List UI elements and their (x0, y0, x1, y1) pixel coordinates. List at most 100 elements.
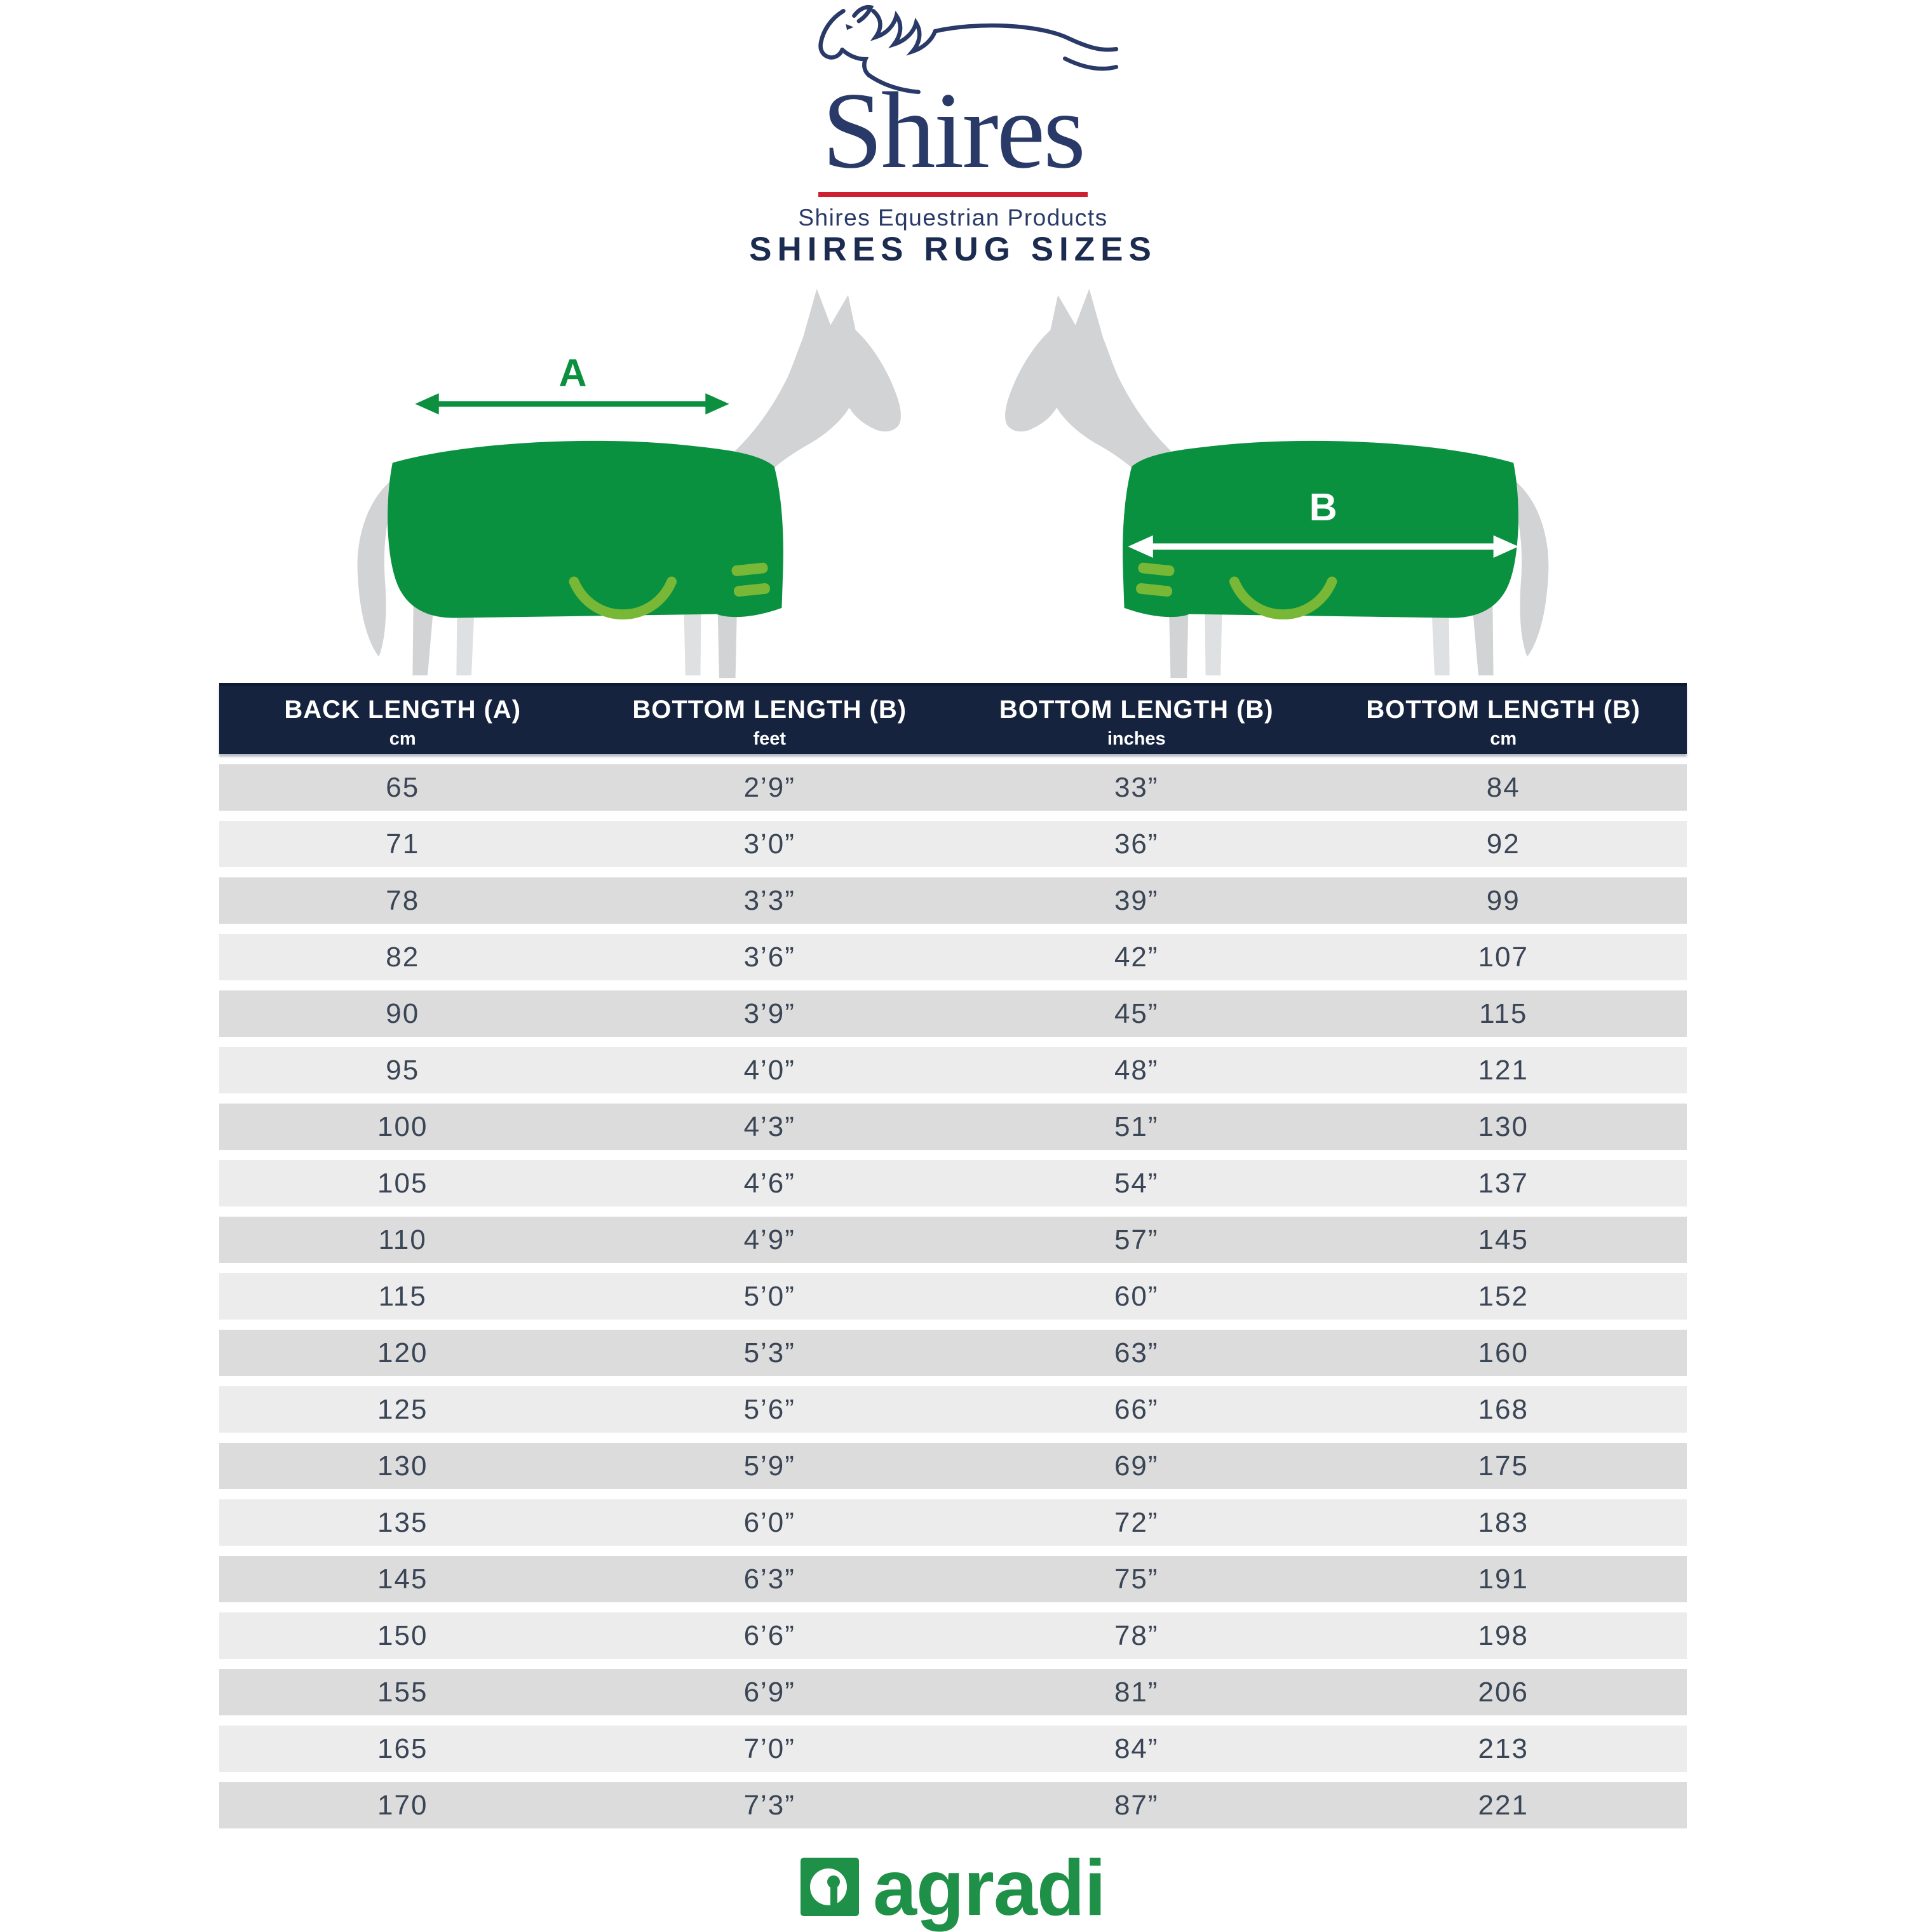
table-cell: 3’9” (743, 998, 795, 1029)
size-table: BACK LENGTH (A) cm BOTTOM LENGTH (B) fee… (219, 683, 1687, 1839)
column-header-bottom-cm: BOTTOM LENGTH (B) cm (1320, 696, 1687, 754)
table-row: 165 7’0” 84” 213 (219, 1726, 1687, 1772)
table-cell: 130 (1478, 1111, 1529, 1142)
table-cell: 54” (1114, 1168, 1159, 1199)
column-title: BOTTOM LENGTH (B) (632, 696, 907, 724)
arrow-b-icon: B (1128, 485, 1518, 558)
column-header-back-length: BACK LENGTH (A) cm (219, 696, 586, 754)
table-cell: 6’3” (743, 1564, 795, 1595)
table-cell: 33” (1114, 772, 1159, 803)
table-cell: 57” (1114, 1224, 1159, 1255)
column-unit: inches (1107, 729, 1166, 749)
column-unit: feet (753, 729, 787, 749)
table-row: 78 3’3” 39” 99 (219, 877, 1687, 924)
table-cell: 4’9” (743, 1224, 795, 1255)
table-cell: 4’3” (743, 1111, 795, 1142)
table-cell: 100 (377, 1111, 428, 1142)
table-cell: 110 (378, 1224, 427, 1255)
table-cell: 63” (1114, 1337, 1159, 1368)
table-cell: 78” (1114, 1620, 1159, 1651)
table-cell: 7’0” (743, 1733, 795, 1764)
column-unit: cm (389, 729, 416, 749)
table-cell: 155 (377, 1677, 428, 1708)
table-row: 65 2’9” 33” 84 (219, 764, 1687, 811)
table-cell: 145 (377, 1564, 428, 1595)
arrow-a-icon: A (415, 351, 729, 415)
table-cell: 82 (386, 942, 420, 973)
table-cell: 2’9” (743, 772, 795, 803)
table-row: 110 4’9” 57” 145 (219, 1217, 1687, 1263)
column-title: BOTTOM LENGTH (B) (1366, 696, 1641, 724)
table-cell: 60” (1114, 1281, 1159, 1312)
table-cell: 7’3” (743, 1790, 795, 1821)
table-row: 130 5’9” 69” 175 (219, 1443, 1687, 1489)
table-cell: 3’6” (743, 942, 795, 973)
table-cell: 107 (1478, 942, 1529, 973)
table-cell: 4’6” (743, 1168, 795, 1199)
table-cell: 206 (1478, 1677, 1529, 1708)
table-cell: 92 (1486, 828, 1520, 860)
table-cell: 137 (1478, 1168, 1529, 1199)
table-row: 155 6’9” 81” 206 (219, 1669, 1687, 1715)
table-cell: 213 (1478, 1733, 1529, 1764)
table-cell: 6’6” (743, 1620, 795, 1651)
table-cell: 130 (377, 1450, 428, 1482)
table-cell: 45” (1114, 998, 1159, 1029)
table-cell: 42” (1114, 942, 1159, 973)
table-cell: 120 (377, 1337, 428, 1368)
table-cell: 5’9” (743, 1450, 795, 1482)
table-cell: 191 (1478, 1564, 1529, 1595)
table-cell: 72” (1114, 1507, 1159, 1538)
table-cell: 175 (1478, 1450, 1529, 1482)
page-title: SHIRES RUG SIZES (749, 231, 1157, 268)
table-cell: 3’3” (743, 885, 795, 916)
table-cell: 78 (386, 885, 420, 916)
agradi-wordmark: agradi (872, 1844, 1106, 1932)
shires-horse-logo-icon (818, 4, 1119, 95)
table-cell: 95 (386, 1055, 420, 1086)
column-header-bottom-inches: BOTTOM LENGTH (B) inches (953, 696, 1320, 754)
table-row: 105 4’6” 54” 137 (219, 1160, 1687, 1206)
table-row: 100 4’3” 51” 130 (219, 1104, 1687, 1150)
table-cell: 115 (1479, 998, 1528, 1029)
table-cell: 125 (377, 1394, 428, 1425)
table-body: 65 2’9” 33” 84 71 3’0” 36” 92 78 3’3” 39” 99 82 3’6” 4… (219, 764, 1687, 1828)
table-cell: 65 (386, 772, 420, 803)
table-cell: 39” (1114, 885, 1159, 916)
arrow-a-label: A (558, 351, 586, 395)
table-cell: 36” (1114, 828, 1159, 860)
column-title: BOTTOM LENGTH (B) (999, 696, 1274, 724)
table-cell: 145 (1478, 1224, 1529, 1255)
table-row: 145 6’3” 75” 191 (219, 1556, 1687, 1602)
table-cell: 170 (377, 1790, 428, 1821)
table-cell: 75” (1114, 1564, 1159, 1595)
column-header-bottom-feet: BOTTOM LENGTH (B) feet (586, 696, 954, 754)
table-cell: 6’9” (743, 1677, 795, 1708)
brand-subtitle: Shires Equestrian Products (798, 205, 1108, 231)
table-row: 150 6’6” 78” 198 (219, 1612, 1687, 1659)
column-title: BACK LENGTH (A) (284, 696, 522, 724)
table-cell: 105 (377, 1168, 428, 1199)
table-cell: 51” (1114, 1111, 1159, 1142)
table-cell: 198 (1478, 1620, 1529, 1651)
table-row: 90 3’9” 45” 115 (219, 990, 1687, 1037)
table-cell: 5’6” (743, 1394, 795, 1425)
table-cell: 4’0” (743, 1055, 795, 1086)
brand-wordmark: Shires (822, 71, 1086, 191)
table-row: 71 3’0” 36” 92 (219, 821, 1687, 867)
table-cell: 160 (1478, 1337, 1529, 1368)
table-cell: 87” (1114, 1790, 1159, 1821)
horse-left-illustration: A (318, 270, 953, 683)
table-row: 135 6’0” 72” 183 (219, 1499, 1687, 1546)
table-cell: 48” (1114, 1055, 1159, 1086)
table-row: 170 7’3” 87” 221 (219, 1782, 1687, 1828)
table-cell: 99 (1486, 885, 1520, 916)
table-row: 115 5’0” 60” 152 (219, 1273, 1687, 1320)
table-cell: 3’0” (743, 828, 795, 860)
table-cell: 183 (1478, 1507, 1529, 1538)
table-cell: 84 (1486, 772, 1520, 803)
rug-diagram: A (318, 270, 1588, 683)
brand-header: Shires Shires Equestrian Products (0, 4, 1906, 231)
table-row: 95 4’0” 48” 121 (219, 1047, 1687, 1093)
table-cell: 165 (377, 1733, 428, 1764)
